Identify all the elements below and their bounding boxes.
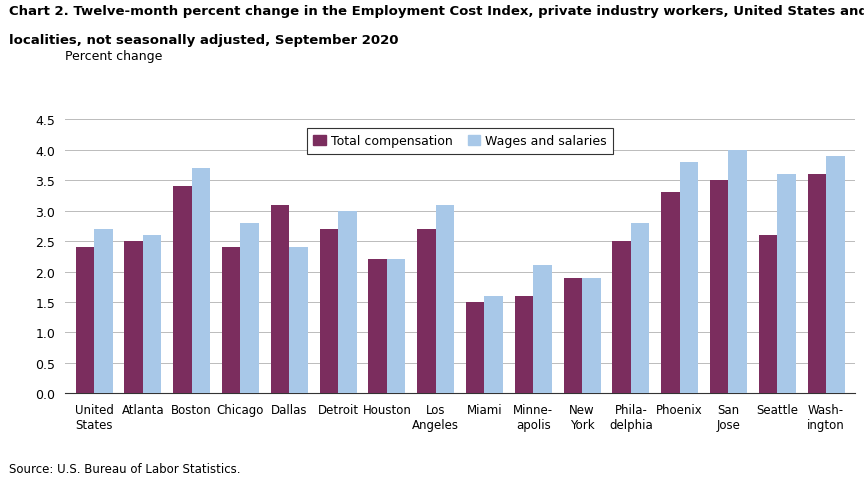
Bar xyxy=(582,278,600,394)
Bar xyxy=(143,236,162,394)
Bar xyxy=(515,296,533,394)
Bar xyxy=(728,150,747,394)
Bar xyxy=(173,187,192,394)
Bar xyxy=(387,260,405,394)
Bar xyxy=(808,175,826,394)
Bar xyxy=(680,163,698,394)
Bar xyxy=(759,236,778,394)
Bar xyxy=(485,296,503,394)
Bar xyxy=(710,181,728,394)
Bar xyxy=(338,211,357,394)
Bar xyxy=(75,248,94,394)
Bar xyxy=(533,266,552,394)
Bar xyxy=(778,175,796,394)
Bar xyxy=(826,156,845,394)
Legend: Total compensation, Wages and salaries: Total compensation, Wages and salaries xyxy=(307,129,613,155)
Bar xyxy=(222,248,240,394)
Bar xyxy=(435,205,454,394)
Bar xyxy=(661,193,680,394)
Bar xyxy=(320,229,338,394)
Bar xyxy=(289,248,308,394)
Bar xyxy=(270,205,289,394)
Bar xyxy=(631,223,650,394)
Bar xyxy=(368,260,387,394)
Bar xyxy=(94,229,112,394)
Bar xyxy=(192,168,210,394)
Bar xyxy=(240,223,259,394)
Bar xyxy=(124,241,143,394)
Text: Chart 2. Twelve-month percent change in the Employment Cost Index, private indus: Chart 2. Twelve-month percent change in … xyxy=(9,5,864,18)
Bar xyxy=(417,229,435,394)
Bar xyxy=(466,302,485,394)
Text: Source: U.S. Bureau of Labor Statistics.: Source: U.S. Bureau of Labor Statistics. xyxy=(9,462,240,475)
Bar xyxy=(563,278,582,394)
Bar xyxy=(613,241,631,394)
Text: localities, not seasonally adjusted, September 2020: localities, not seasonally adjusted, Sep… xyxy=(9,34,398,47)
Text: Percent change: Percent change xyxy=(65,49,162,62)
